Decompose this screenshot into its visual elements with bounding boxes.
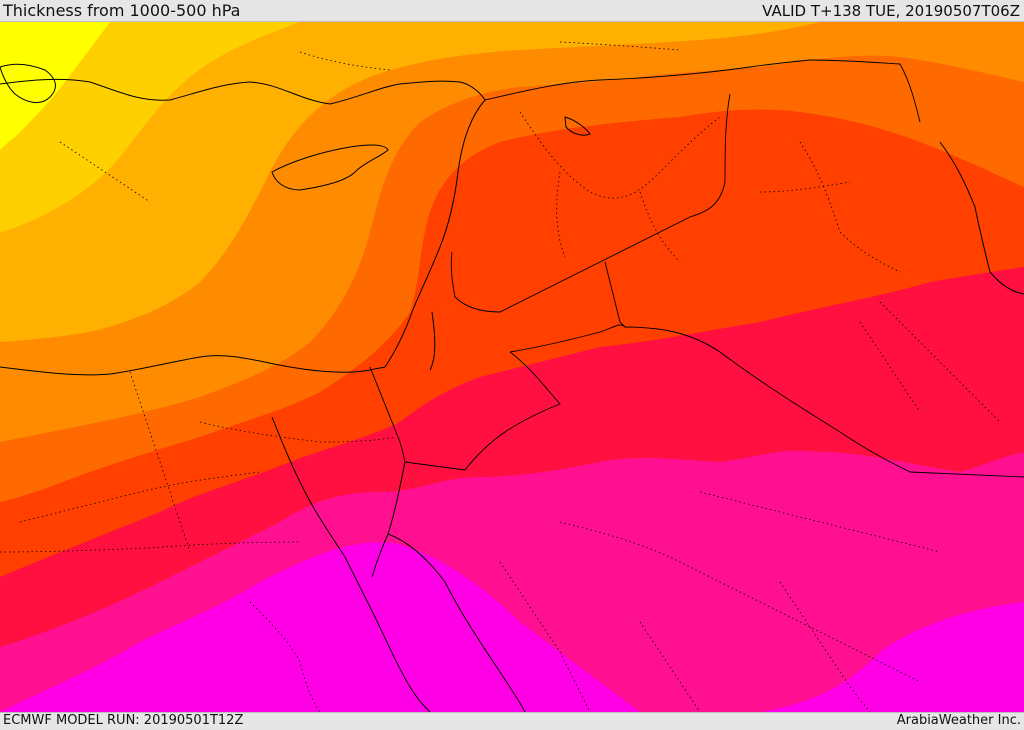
band-gold (0, 22, 300, 232)
coastlines (0, 63, 1024, 712)
valid-time: VALID T+138 TUE, 20190507T06Z (762, 2, 1020, 20)
credit-label: ArabiaWeather Inc. (896, 713, 1021, 728)
map-footer: ECMWF MODEL RUN: 20190501T12Z ArabiaWeat… (0, 712, 1024, 730)
province-boundaries (0, 41, 1001, 712)
thickness-map (0, 22, 1024, 712)
map-title: Thickness from 1000-500 hPa (3, 1, 241, 20)
map-canvas (0, 22, 1024, 712)
map-header: Thickness from 1000-500 hPa VALID T+138 … (0, 0, 1024, 22)
model-run-label: ECMWF MODEL RUN: 20190501T12Z (3, 713, 244, 728)
country-borders (369, 59, 1024, 478)
band-amber (0, 22, 820, 342)
